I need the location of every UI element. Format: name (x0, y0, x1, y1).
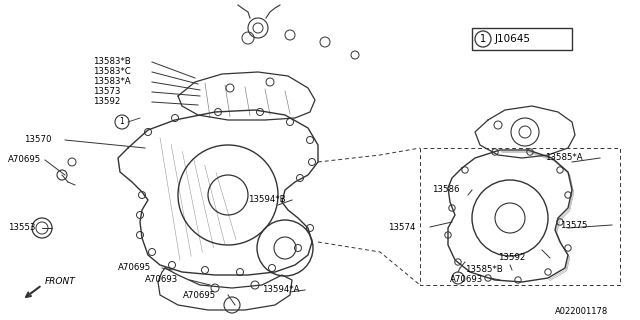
Text: 13570: 13570 (24, 135, 51, 145)
Text: A70693: A70693 (450, 276, 483, 284)
Text: A70695: A70695 (8, 156, 41, 164)
Text: 13575: 13575 (560, 220, 588, 229)
Text: 1: 1 (120, 117, 124, 126)
Text: 13573: 13573 (93, 87, 120, 97)
Text: 13583*A: 13583*A (93, 77, 131, 86)
Text: 13583*B: 13583*B (93, 58, 131, 67)
Text: FRONT: FRONT (45, 277, 76, 286)
Text: 1: 1 (480, 34, 486, 44)
Text: 13592: 13592 (93, 98, 120, 107)
Text: 13586: 13586 (432, 186, 460, 195)
Text: A70695: A70695 (183, 291, 216, 300)
Text: J10645: J10645 (495, 34, 531, 44)
Text: 13583*C: 13583*C (93, 68, 131, 76)
Text: A022001178: A022001178 (555, 308, 608, 316)
Text: 13585*A: 13585*A (545, 154, 582, 163)
Text: A70693: A70693 (145, 276, 179, 284)
Text: 13594*B: 13594*B (248, 196, 285, 204)
Text: 13585*B: 13585*B (465, 266, 503, 275)
Text: 13553: 13553 (8, 223, 35, 233)
Bar (472, 28, 572, 50)
Text: 13574: 13574 (388, 222, 415, 231)
Text: A70695: A70695 (118, 263, 151, 273)
Text: 13592: 13592 (498, 253, 525, 262)
Text: 13594*A: 13594*A (262, 285, 300, 294)
